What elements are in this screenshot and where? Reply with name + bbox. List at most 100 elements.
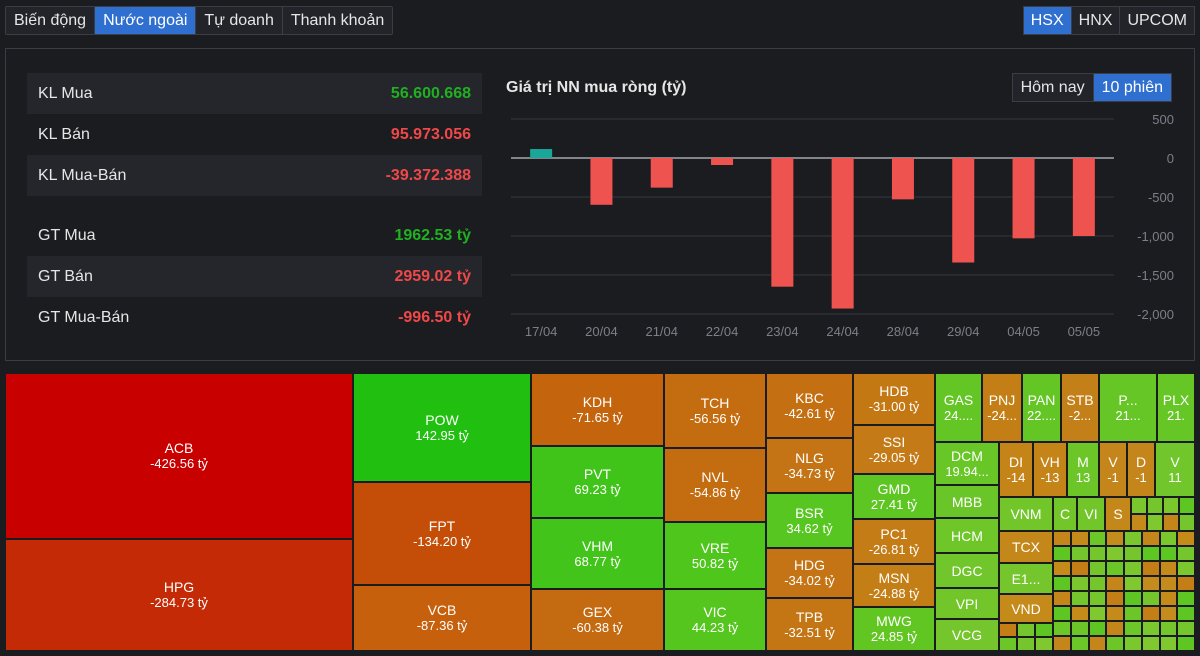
treemap-cell-small[interactable] (1088, 636, 1107, 651)
treemap-cell-vcb[interactable]: VCB -87.36 tỷ (353, 585, 531, 651)
treemap-cell-small[interactable] (1147, 514, 1163, 531)
treemap-cell-small[interactable] (1070, 576, 1089, 591)
treemap-cell-gas[interactable]: GAS 24.... (935, 373, 982, 442)
treemap-cell-small[interactable] (1070, 561, 1089, 576)
treemap-cell-small[interactable] (1106, 561, 1124, 576)
treemap-cell-small[interactable] (1070, 636, 1089, 651)
treemap-cell-vh[interactable]: VH -13 (1033, 442, 1067, 497)
bar-24-04[interactable] (831, 158, 854, 309)
treemap-cell-hdg[interactable]: HDG -34.02 tỷ (766, 548, 853, 598)
treemap-cell-small[interactable] (1141, 546, 1160, 561)
bar-05-05[interactable] (1072, 158, 1095, 236)
range-10-phien[interactable]: 10 phiên (1093, 74, 1171, 101)
treemap-cell-small[interactable] (1053, 591, 1071, 606)
treemap-cell-small[interactable] (1124, 546, 1142, 561)
bar-17-04[interactable] (530, 149, 553, 158)
treemap-cell-p[interactable]: P... 21... (1099, 373, 1157, 442)
treemap-cell-small[interactable] (999, 637, 1017, 651)
treemap-cell-small[interactable] (1106, 576, 1124, 591)
treemap-cell-small[interactable] (1088, 531, 1107, 546)
treemap-cell-s[interactable]: S (1105, 497, 1131, 531)
treemap-cell-small[interactable] (1088, 576, 1107, 591)
treemap-cell-small[interactable] (1106, 621, 1124, 636)
treemap-cell-small[interactable] (1106, 606, 1124, 621)
treemap-cell-small[interactable] (1159, 546, 1178, 561)
treemap-cell-small[interactable] (1053, 561, 1071, 576)
treemap-cell-small[interactable] (1163, 514, 1179, 531)
treemap-cell-small[interactable] (1106, 636, 1124, 651)
treemap-cell-small[interactable] (1159, 576, 1178, 591)
treemap-cell-small[interactable] (1141, 606, 1160, 621)
treemap-cell-pan[interactable]: PAN 22.... (1022, 373, 1061, 442)
treemap-cell-v[interactable]: V 11 (1155, 442, 1195, 497)
tab-nuoc-ngoai[interactable]: Nước ngoài (95, 7, 197, 34)
treemap-cell-small[interactable] (1070, 591, 1089, 606)
treemap-cell-small[interactable] (1053, 636, 1071, 651)
treemap-cell-vre[interactable]: VRE 50.82 tỷ (664, 522, 766, 589)
treemap-cell-pow[interactable]: POW 142.95 tỷ (353, 373, 531, 482)
treemap-cell-small[interactable] (1124, 576, 1142, 591)
treemap-cell-acb[interactable]: ACB -426.56 tỷ (5, 373, 353, 539)
treemap-cell-mbb[interactable]: MBB (935, 485, 999, 518)
treemap-cell-small[interactable] (1053, 621, 1071, 636)
treemap-cell-dcm[interactable]: DCM 19.94... (935, 442, 999, 485)
treemap-cell-small[interactable] (1053, 531, 1071, 546)
treemap-cell-small[interactable] (1088, 591, 1107, 606)
exchange-hnx[interactable]: HNX (1071, 7, 1121, 34)
treemap-cell-small[interactable] (1017, 623, 1035, 637)
treemap-cell-small[interactable] (1017, 637, 1035, 651)
treemap-cell-small[interactable] (1035, 637, 1053, 651)
treemap-cell-small[interactable] (1088, 606, 1107, 621)
treemap-cell-small[interactable] (1070, 621, 1089, 636)
treemap-cell-vi[interactable]: VI (1077, 497, 1105, 531)
treemap-cell-small[interactable] (1141, 531, 1160, 546)
treemap-cell-nlg[interactable]: NLG -34.73 tỷ (766, 438, 853, 493)
bar-29-04[interactable] (952, 158, 975, 263)
exchange-upcom[interactable]: UPCOM (1120, 7, 1194, 34)
treemap-cell-small[interactable] (1053, 606, 1071, 621)
treemap-cell-small[interactable] (1159, 591, 1178, 606)
treemap-cell-ssi[interactable]: SSI -29.05 tỷ (853, 425, 935, 474)
treemap-cell-v[interactable]: V -1 (1099, 442, 1127, 497)
bar-04-05[interactable] (1012, 158, 1035, 239)
treemap-cell-vic[interactable]: VIC 44.23 tỷ (664, 589, 766, 651)
treemap-cell-vcg[interactable]: VCG (935, 619, 999, 651)
treemap-cell-small[interactable] (1177, 561, 1195, 576)
treemap-cell-msn[interactable]: MSN -24.88 tỷ (853, 564, 935, 607)
exchange-hsx[interactable]: HSX (1023, 7, 1072, 34)
treemap-cell-small[interactable] (1177, 591, 1195, 606)
treemap-cell-hdb[interactable]: HDB -31.00 tỷ (853, 373, 935, 425)
treemap-cell-small[interactable] (1124, 621, 1142, 636)
treemap-cell-c[interactable]: C (1053, 497, 1077, 531)
treemap-cell-tpb[interactable]: TPB -32.51 tỷ (766, 598, 853, 651)
range-hom-nay[interactable]: Hôm nay (1012, 74, 1094, 101)
treemap-cell-small[interactable] (1141, 621, 1160, 636)
treemap-cell-small[interactable] (999, 623, 1017, 637)
treemap-cell-small[interactable] (1106, 591, 1124, 606)
treemap-cell-small[interactable] (1159, 561, 1178, 576)
treemap-cell-hcm[interactable]: HCM (935, 518, 999, 553)
treemap-cell-small[interactable] (1141, 576, 1160, 591)
treemap-cell-small[interactable] (1159, 531, 1178, 546)
treemap-cell-gex[interactable]: GEX -60.38 tỷ (531, 589, 664, 651)
treemap-cell-small[interactable] (1070, 546, 1089, 561)
treemap-cell-di[interactable]: DI -14 (999, 442, 1033, 497)
treemap-cell-dgc[interactable]: DGC (935, 553, 999, 588)
treemap-cell-small[interactable] (1070, 606, 1089, 621)
treemap-cell-fpt[interactable]: FPT -134.20 tỷ (353, 482, 531, 585)
treemap-cell-stb[interactable]: STB -2... (1061, 373, 1099, 442)
treemap-cell-tch[interactable]: TCH -56.56 tỷ (664, 373, 766, 448)
treemap-cell-small[interactable] (1159, 606, 1178, 621)
treemap-cell-small[interactable] (1070, 531, 1089, 546)
treemap-cell-small[interactable] (1177, 531, 1195, 546)
treemap-cell-small[interactable] (1053, 546, 1071, 561)
treemap-cell-bsr[interactable]: BSR 34.62 tỷ (766, 493, 853, 548)
treemap-cell-small[interactable] (1106, 531, 1124, 546)
tab-tu-doanh[interactable]: Tự doanh (196, 7, 283, 34)
treemap-cell-small[interactable] (1159, 621, 1178, 636)
treemap-cell-m[interactable]: M 13 (1067, 442, 1099, 497)
bar-23-04[interactable] (771, 158, 794, 287)
treemap-cell-hpg[interactable]: HPG -284.73 tỷ (5, 539, 353, 651)
treemap-cell-small[interactable] (1177, 606, 1195, 621)
treemap-cell-small[interactable] (1141, 561, 1160, 576)
